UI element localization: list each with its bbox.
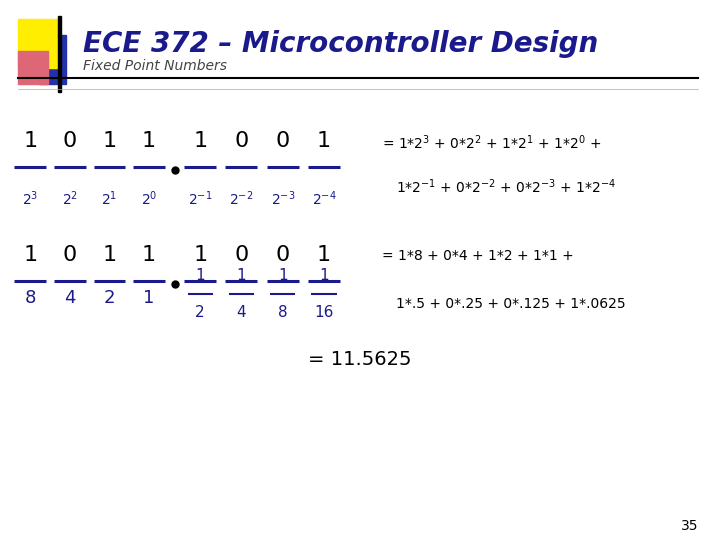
Text: $2^{-4}$: $2^{-4}$ [312, 189, 336, 207]
Text: 2: 2 [195, 305, 205, 320]
Text: 1: 1 [193, 131, 207, 151]
Text: $2^{-1}$: $2^{-1}$ [188, 189, 212, 207]
Text: Fixed Point Numbers: Fixed Point Numbers [83, 59, 227, 73]
Text: 1: 1 [195, 268, 205, 284]
Text: 1: 1 [278, 268, 288, 284]
Text: 1: 1 [142, 131, 156, 151]
Text: 1: 1 [236, 268, 246, 284]
Text: 2: 2 [104, 289, 115, 307]
Text: 1: 1 [23, 131, 37, 151]
Text: 16: 16 [315, 305, 333, 320]
Text: = 11.5625: = 11.5625 [308, 349, 412, 369]
Text: 4: 4 [236, 305, 246, 320]
Text: 1: 1 [319, 268, 329, 284]
Text: $2^2$: $2^2$ [62, 189, 78, 207]
Text: $2^{-2}$: $2^{-2}$ [229, 189, 253, 207]
Text: 8: 8 [24, 289, 36, 307]
Text: $2^0$: $2^0$ [141, 189, 157, 207]
Text: 1: 1 [317, 245, 331, 265]
Text: 4: 4 [64, 289, 76, 307]
Bar [58, 16, 61, 92]
Text: 35: 35 [681, 519, 698, 534]
Text: 0: 0 [63, 131, 77, 151]
Text: = 1*2$^3$ + 0*2$^2$ + 1*2$^1$ + 1*2$^0$ +: = 1*2$^3$ + 0*2$^2$ + 1*2$^1$ + 1*2$^0$ … [382, 134, 600, 152]
Text: 0: 0 [234, 131, 248, 151]
Text: 0: 0 [276, 131, 290, 151]
Text: 1: 1 [317, 131, 331, 151]
Bar [18, 19, 58, 68]
Text: $2^{-3}$: $2^{-3}$ [271, 189, 295, 207]
Text: 0: 0 [234, 245, 248, 265]
Text: 1: 1 [102, 245, 117, 265]
Text: 1*2$^{-1}$ + 0*2$^{-2}$ + 0*2$^{-3}$ + 1*2$^{-4}$: 1*2$^{-1}$ + 0*2$^{-2}$ + 0*2$^{-3}$ + 1… [396, 177, 616, 195]
Text: $2^1$: $2^1$ [102, 189, 117, 207]
Text: 1: 1 [23, 245, 37, 265]
Text: = 1*8 + 0*4 + 1*2 + 1*1 +: = 1*8 + 0*4 + 1*2 + 1*1 + [382, 249, 573, 264]
Text: $2^3$: $2^3$ [22, 189, 38, 207]
Text: ECE 372 – Microcontroller Design: ECE 372 – Microcontroller Design [83, 30, 598, 58]
Text: 1: 1 [102, 131, 117, 151]
Text: 1*.5 + 0*.25 + 0*.125 + 1*.0625: 1*.5 + 0*.25 + 0*.125 + 1*.0625 [396, 297, 626, 311]
Text: 0: 0 [63, 245, 77, 265]
Text: 1: 1 [142, 245, 156, 265]
Text: 8: 8 [278, 305, 288, 320]
Bar [18, 51, 48, 84]
Bar [39, 35, 66, 84]
Text: 1: 1 [193, 245, 207, 265]
Text: 1: 1 [143, 289, 155, 307]
Text: 0: 0 [276, 245, 290, 265]
